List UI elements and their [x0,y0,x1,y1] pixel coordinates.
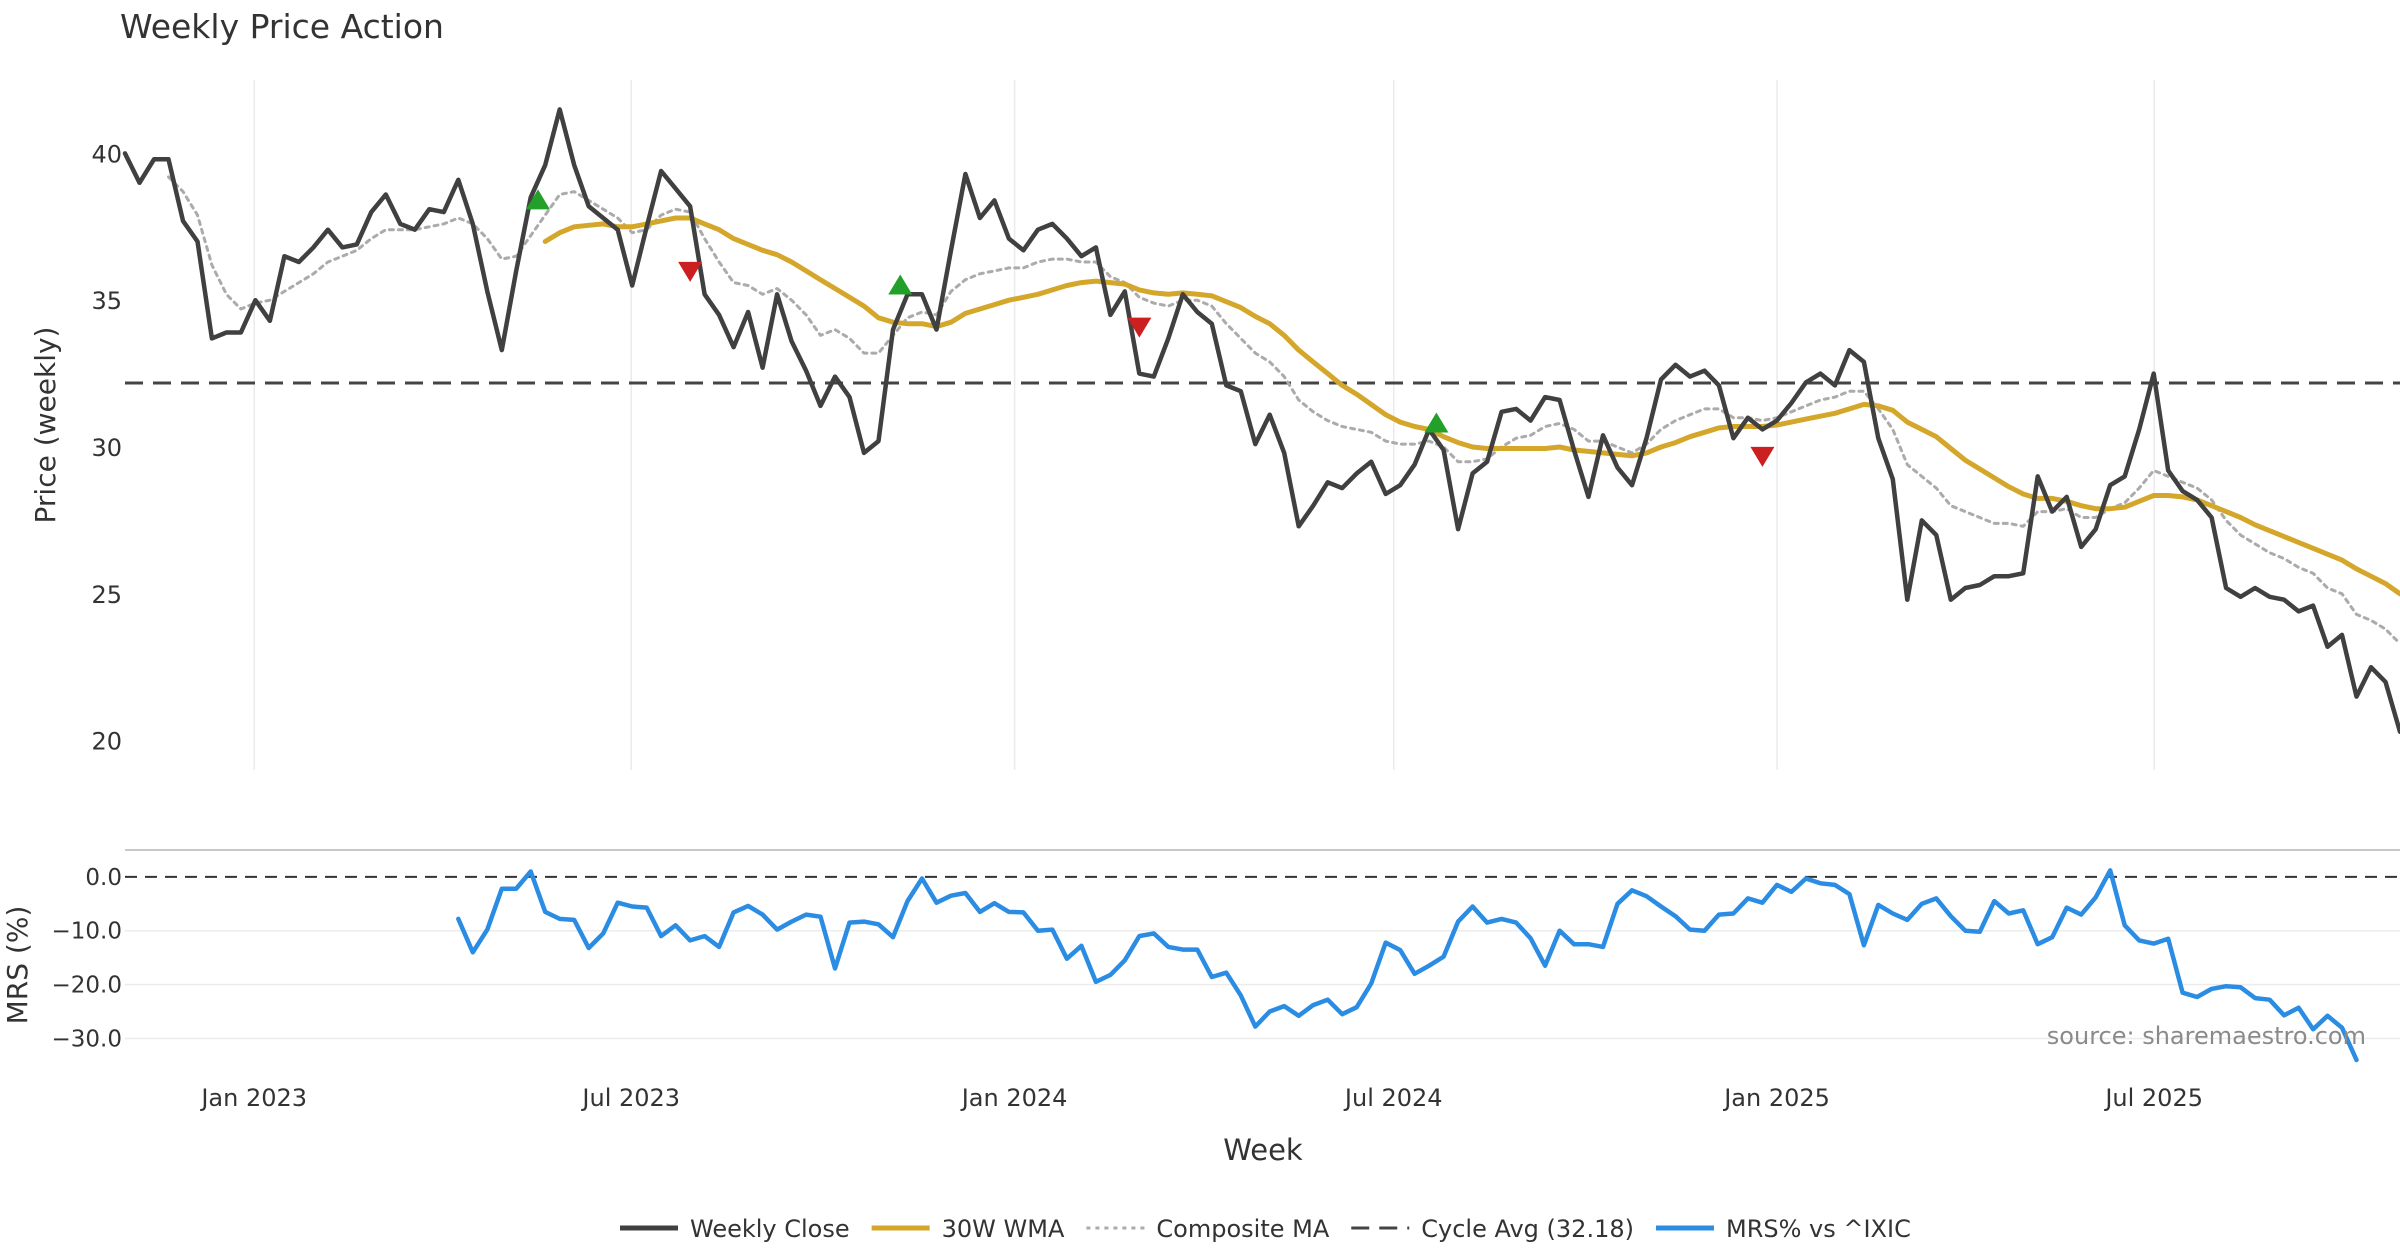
price-series [122,107,2400,735]
buy-signal-marker [888,274,913,295]
source-annotation: source: sharemaestro.com [2047,1022,2366,1050]
legend-item: Composite MA [1086,1215,1330,1243]
legend-label: Weekly Close [690,1215,850,1243]
sell-signal-marker [1750,446,1775,467]
legend-item: MRS% vs ^IXIC [1655,1215,1911,1243]
x-tick-label: Jan 2025 [1722,1084,1830,1112]
legend-label: MRS% vs ^IXIC [1726,1215,1911,1243]
legend-label: Cycle Avg (32.18) [1421,1215,1634,1243]
signal-markers [525,189,1775,467]
price-y-tick-label: 35 [91,287,122,315]
mrs-y-tick-labels: 0.0 −10.0 −20.0 −30.0 [52,865,122,1053]
mrs-y-tick-label: 0.0 [85,865,122,891]
legend-label: Composite MA [1156,1215,1329,1243]
legend-item: Weekly Close [620,1215,850,1243]
price-y-tick-label: 40 [91,140,122,168]
weekly-close-line [122,107,2400,735]
buy-signal-marker [1424,412,1449,433]
mrs-series [456,868,2359,1063]
x-tick-label: Jan 2023 [199,1084,307,1112]
x-tick-label: Jul 2024 [1343,1084,1443,1112]
mrs-line [456,868,2359,1063]
price-y-tick-labels: 20 25 30 35 40 [91,140,122,755]
legend: Weekly Close 30W WMA Composite MA Cycle Avg… [620,1215,1911,1243]
wma-30w-line [542,215,2400,597]
composite-ma-line [167,175,2400,646]
x-axis-label: Week [1223,1133,1303,1167]
mrs-y-tick-label: −20.0 [52,973,122,999]
mrs-grid [125,929,2400,1040]
price-y-tick-label: 20 [91,728,122,756]
legend-item: Cycle Avg (32.18) [1351,1215,1634,1243]
buy-signal-marker [525,189,550,210]
mrs-y-axis-label: MRS (%) [1,906,34,1025]
price-y-axis-label: Price (weekly) [29,327,62,524]
mrs-y-tick-label: −30.0 [52,1026,122,1052]
x-tick-label: Jul 2023 [580,1084,680,1112]
x-tick-label: Jul 2025 [2103,1084,2203,1112]
mrs-y-tick-label: −10.0 [52,919,122,945]
price-y-tick-label: 25 [91,581,122,609]
x-tick-labels: Jan 2023 Jul 2023 Jan 2024 Jul 2024 Jan 2025… [199,1084,2203,1112]
sell-signal-marker [1127,317,1152,338]
sell-signal-marker [678,261,703,282]
chart-title: Weekly Price Action [120,7,444,46]
legend-item: 30W WMA [871,1215,1065,1243]
price-y-tick-label: 30 [91,434,122,462]
legend-label: 30W WMA [942,1215,1065,1243]
x-tick-label: Jan 2024 [960,1084,1068,1112]
